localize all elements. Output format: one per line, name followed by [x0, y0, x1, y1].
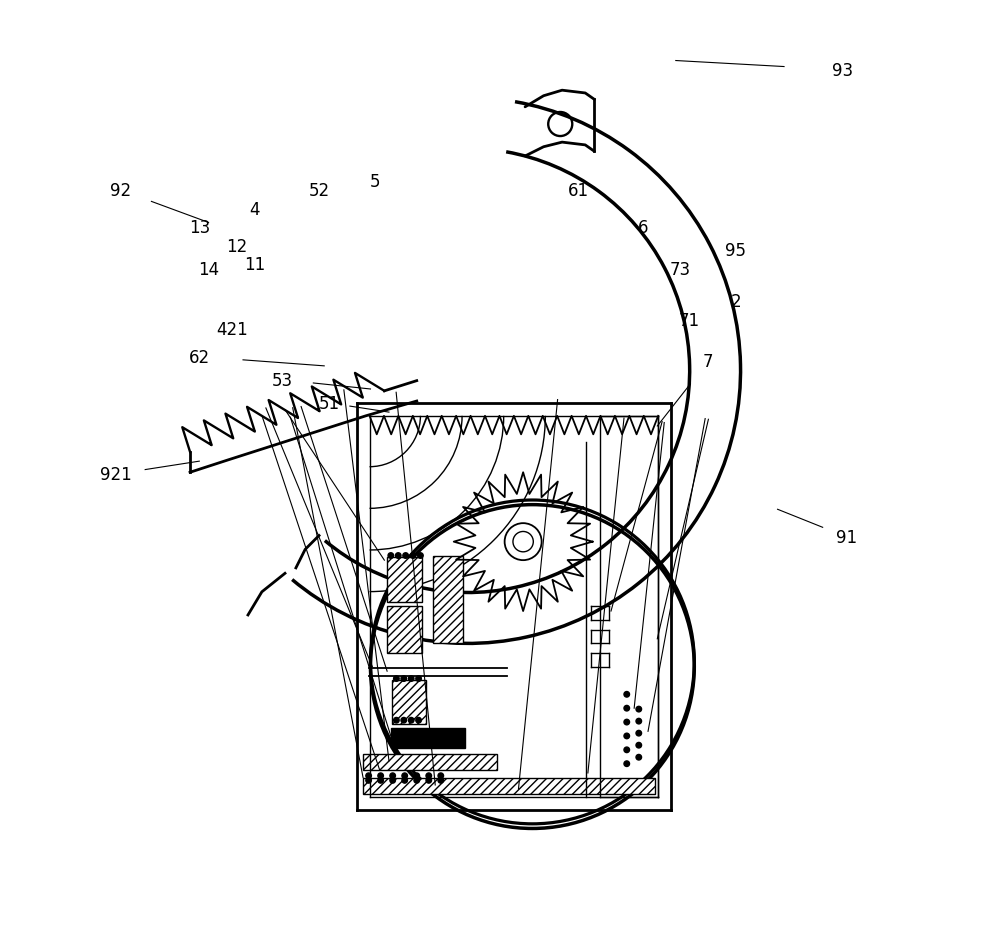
Circle shape [438, 773, 444, 779]
Circle shape [366, 778, 371, 783]
Text: 91: 91 [836, 528, 858, 546]
Circle shape [416, 676, 421, 681]
Text: 73: 73 [670, 260, 691, 278]
Text: 92: 92 [110, 182, 131, 200]
Text: 62: 62 [189, 349, 210, 366]
Bar [392, 679, 426, 724]
Circle shape [636, 743, 642, 748]
Text: 61: 61 [568, 182, 589, 200]
Text: 95: 95 [725, 242, 746, 260]
Text: 13: 13 [189, 219, 210, 236]
Bar [363, 754, 497, 770]
Circle shape [624, 761, 630, 767]
Circle shape [636, 730, 642, 736]
Circle shape [395, 553, 401, 559]
Circle shape [378, 773, 383, 779]
Circle shape [390, 773, 395, 779]
Text: 7: 7 [703, 353, 713, 371]
Circle shape [401, 676, 407, 681]
Circle shape [402, 773, 407, 779]
Text: 921: 921 [100, 465, 132, 484]
Text: 11: 11 [244, 256, 265, 273]
Text: 5: 5 [370, 172, 380, 191]
Circle shape [366, 773, 371, 779]
Circle shape [394, 676, 399, 681]
Text: 14: 14 [198, 260, 219, 278]
Circle shape [636, 718, 642, 724]
Circle shape [624, 692, 630, 697]
Bar [363, 778, 655, 794]
Text: 2: 2 [731, 293, 741, 311]
Circle shape [408, 717, 414, 723]
Circle shape [624, 705, 630, 711]
Circle shape [624, 747, 630, 753]
Circle shape [403, 553, 408, 559]
Bar [391, 728, 465, 748]
Circle shape [414, 773, 420, 779]
Bar [387, 558, 422, 603]
Circle shape [624, 719, 630, 725]
Circle shape [636, 706, 642, 712]
Text: 53: 53 [272, 372, 293, 389]
Text: 71: 71 [679, 311, 700, 329]
Circle shape [438, 778, 444, 783]
Text: 52: 52 [309, 182, 330, 200]
Circle shape [636, 755, 642, 760]
Circle shape [408, 676, 414, 681]
Bar [433, 556, 463, 643]
Circle shape [394, 717, 399, 723]
Text: 12: 12 [226, 237, 247, 255]
Bar [387, 607, 422, 653]
Circle shape [378, 778, 383, 783]
Circle shape [390, 778, 395, 783]
Circle shape [401, 717, 407, 723]
Text: 4: 4 [250, 200, 260, 219]
Circle shape [402, 778, 407, 783]
Circle shape [416, 717, 421, 723]
Text: 51: 51 [318, 394, 339, 413]
Circle shape [410, 553, 416, 559]
Text: 93: 93 [832, 62, 853, 80]
Circle shape [414, 778, 420, 783]
Circle shape [426, 778, 432, 783]
Text: 421: 421 [216, 321, 248, 338]
Circle shape [426, 773, 432, 779]
Text: 6: 6 [638, 219, 649, 236]
Circle shape [418, 553, 423, 559]
Circle shape [388, 553, 394, 559]
Circle shape [624, 733, 630, 739]
